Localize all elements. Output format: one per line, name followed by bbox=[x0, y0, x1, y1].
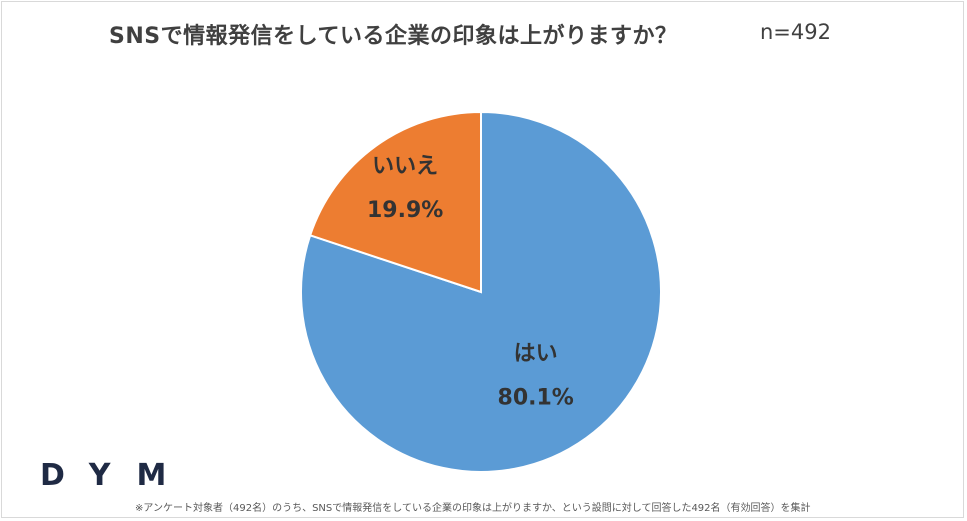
chart-title: SNSで情報発信をしている企業の印象は上がりますか？ bbox=[109, 24, 678, 49]
title-row: SNSで情報発信をしている企業の印象は上がりますか？ n=492 bbox=[0, 14, 967, 54]
slice-category-label: いいえ bbox=[372, 154, 438, 179]
dym-logo: DYM bbox=[40, 458, 193, 493]
footnote: ※アンケート対象者（492名）のうち、SNSで情報発信をしている企業の印象は上が… bbox=[135, 503, 811, 514]
sample-size: n=492 bbox=[760, 20, 831, 44]
slice-value-label: 80.1% bbox=[498, 386, 574, 411]
pie-labels: はい 80.1% いいえ 19.9% bbox=[367, 154, 574, 411]
pie-slices bbox=[300, 110, 662, 473]
slice-value-label: 19.9% bbox=[367, 198, 443, 223]
pie-slice-1 bbox=[308, 110, 482, 294]
slice-category-label: はい bbox=[514, 342, 558, 367]
